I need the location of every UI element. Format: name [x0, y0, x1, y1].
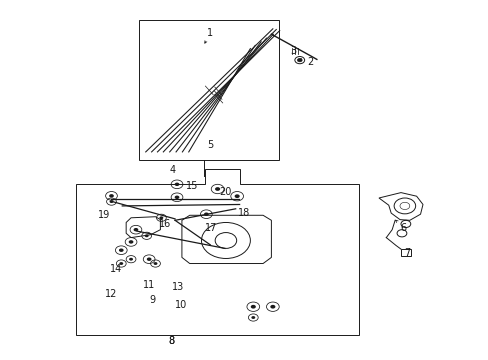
Circle shape [119, 262, 123, 265]
Text: 14: 14 [109, 264, 122, 274]
Text: 18: 18 [238, 208, 250, 218]
Text: 11: 11 [142, 280, 155, 290]
Text: 8: 8 [168, 336, 174, 346]
Text: 2: 2 [307, 57, 313, 67]
Text: 12: 12 [105, 289, 118, 300]
Text: 8: 8 [168, 336, 174, 346]
Circle shape [174, 183, 179, 186]
Text: 9: 9 [149, 294, 155, 305]
Circle shape [250, 305, 255, 309]
Text: 10: 10 [174, 300, 187, 310]
Circle shape [215, 187, 220, 191]
Circle shape [129, 258, 133, 261]
Circle shape [144, 234, 148, 237]
Text: 17: 17 [204, 222, 217, 233]
Circle shape [234, 194, 239, 198]
Circle shape [128, 240, 133, 244]
Text: 19: 19 [98, 210, 110, 220]
Text: 1: 1 [207, 28, 213, 38]
Circle shape [159, 216, 163, 219]
Text: 7: 7 [403, 248, 409, 258]
Text: 16: 16 [159, 219, 171, 229]
Bar [139, 20, 278, 160]
Text: 5: 5 [207, 140, 213, 150]
Circle shape [203, 212, 208, 216]
Circle shape [119, 248, 123, 252]
Circle shape [297, 58, 302, 62]
Circle shape [133, 228, 138, 231]
Text: 4: 4 [169, 165, 175, 175]
Circle shape [270, 305, 275, 309]
Circle shape [109, 200, 113, 203]
Text: 13: 13 [172, 282, 184, 292]
Circle shape [174, 195, 179, 199]
Text: 3: 3 [290, 46, 296, 56]
Text: 15: 15 [185, 181, 198, 191]
Text: 6: 6 [400, 222, 406, 233]
Circle shape [109, 194, 114, 198]
Circle shape [153, 262, 157, 265]
Circle shape [251, 316, 255, 319]
Text: 20: 20 [219, 187, 232, 197]
Circle shape [146, 257, 151, 261]
